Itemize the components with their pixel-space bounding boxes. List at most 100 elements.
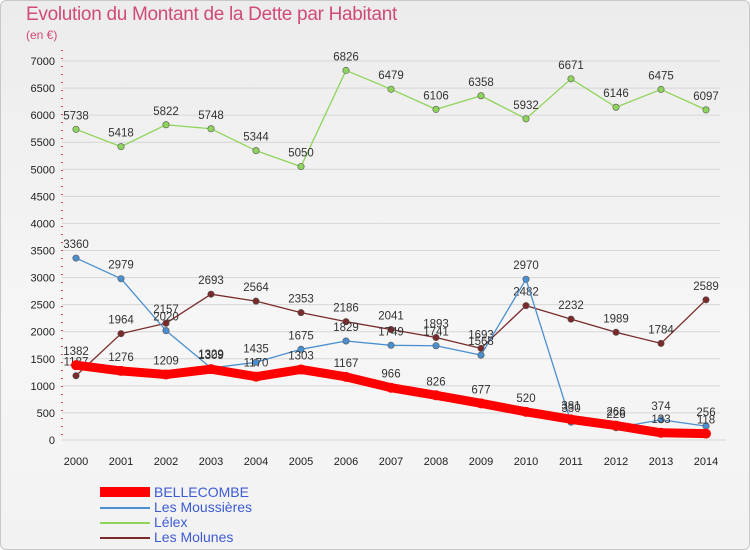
- data-point: [387, 341, 395, 349]
- data-point: [567, 315, 575, 323]
- data-point: [476, 398, 486, 409]
- data-point: [297, 163, 305, 171]
- data-point: [72, 125, 80, 133]
- data-point: [342, 337, 350, 345]
- x-tick-label: 2004: [244, 456, 268, 468]
- data-point: [342, 318, 350, 326]
- data-label: 5748: [198, 110, 224, 122]
- x-tick-label: 2005: [289, 456, 313, 468]
- legend-label: Lélex: [154, 514, 188, 530]
- data-label: 1749: [378, 326, 404, 338]
- data-point: [522, 115, 530, 123]
- series-line: [75, 69, 707, 168]
- data-label: 6358: [468, 77, 494, 89]
- data-label: 1170: [244, 358, 269, 370]
- data-point: [432, 105, 440, 113]
- y-tick-label: 7000: [31, 56, 55, 68]
- x-tick-label: 2006: [334, 456, 358, 468]
- data-point: [702, 296, 710, 304]
- legend-swatch: [100, 537, 150, 539]
- data-label: 1829: [333, 322, 359, 334]
- data-label: 1675: [288, 330, 314, 342]
- data-label: 5344: [243, 132, 269, 144]
- data-point: [701, 428, 711, 439]
- x-tick-label: 2012: [604, 456, 628, 468]
- data-point: [387, 325, 395, 333]
- y-tick-label: 2000: [31, 327, 55, 339]
- data-label: 330: [561, 403, 580, 415]
- data-label: 1209: [153, 356, 179, 368]
- data-point: [656, 427, 666, 438]
- data-label: 1276: [108, 352, 134, 364]
- data-point: [117, 330, 125, 338]
- data-point: [702, 106, 710, 114]
- data-label: 2020: [153, 312, 179, 324]
- legend-swatch: [100, 487, 150, 497]
- data-label: 1784: [648, 324, 674, 336]
- y-tick-label: 5500: [31, 137, 55, 149]
- x-tick-label: 2003: [199, 456, 223, 468]
- data-label: 2970: [513, 260, 539, 272]
- data-point: [71, 360, 81, 371]
- data-label: 2041: [378, 310, 404, 322]
- data-point: [432, 342, 440, 350]
- data-label: 118: [697, 415, 715, 427]
- data-label: 1167: [334, 358, 359, 370]
- data-point: [522, 302, 530, 310]
- data-point: [162, 327, 170, 335]
- data-point: [206, 364, 216, 375]
- data-label: 2482: [513, 287, 539, 299]
- x-tick-label: 2010: [514, 456, 538, 468]
- data-label: 2693: [198, 275, 224, 287]
- data-point: [162, 121, 170, 129]
- data-point: [386, 382, 396, 393]
- data-point: [477, 92, 485, 100]
- data-label: 966: [381, 369, 400, 381]
- x-tick-label: 2007: [379, 456, 403, 468]
- data-point: [612, 103, 620, 111]
- data-point: [431, 390, 441, 401]
- data-label: 2232: [558, 300, 584, 312]
- data-point: [161, 369, 171, 380]
- data-point: [567, 75, 575, 83]
- data-label: 5932: [513, 100, 539, 112]
- data-label: 374: [651, 401, 671, 413]
- data-label: 677: [471, 384, 490, 396]
- data-label: 226: [606, 409, 625, 421]
- data-point: [387, 85, 395, 93]
- data-label: 1989: [603, 313, 629, 325]
- data-point: [297, 345, 305, 353]
- legend-label: BELLECOMBE: [154, 484, 249, 500]
- data-point: [207, 290, 215, 298]
- data-label: 133: [651, 414, 670, 426]
- data-point: [657, 85, 665, 93]
- data-label: 2589: [693, 281, 719, 293]
- data-point: [342, 66, 350, 74]
- x-tick-label: 2009: [469, 456, 493, 468]
- data-point: [296, 364, 306, 375]
- data-point: [162, 319, 170, 327]
- data-point: [252, 147, 260, 155]
- data-point: [566, 414, 576, 425]
- y-tick-label: 3000: [31, 273, 55, 285]
- data-point: [341, 371, 351, 382]
- data-point: [657, 339, 665, 347]
- data-point: [252, 297, 260, 305]
- data-label: 5738: [63, 110, 89, 122]
- y-tick-label: 500: [37, 408, 55, 420]
- data-point: [297, 309, 305, 317]
- data-label: 1435: [243, 343, 269, 355]
- data-label: 520: [516, 393, 535, 405]
- data-label: 6097: [693, 91, 719, 103]
- data-label: 5418: [108, 128, 134, 140]
- data-point: [477, 344, 485, 352]
- data-label: 1303: [288, 350, 314, 362]
- data-point: [612, 328, 620, 336]
- data-label: 2564: [243, 282, 269, 294]
- data-label: 1309: [198, 350, 224, 362]
- data-label: 1329: [198, 349, 224, 361]
- chart-unit: (en €): [26, 28, 58, 42]
- x-tick-label: 2011: [559, 456, 583, 468]
